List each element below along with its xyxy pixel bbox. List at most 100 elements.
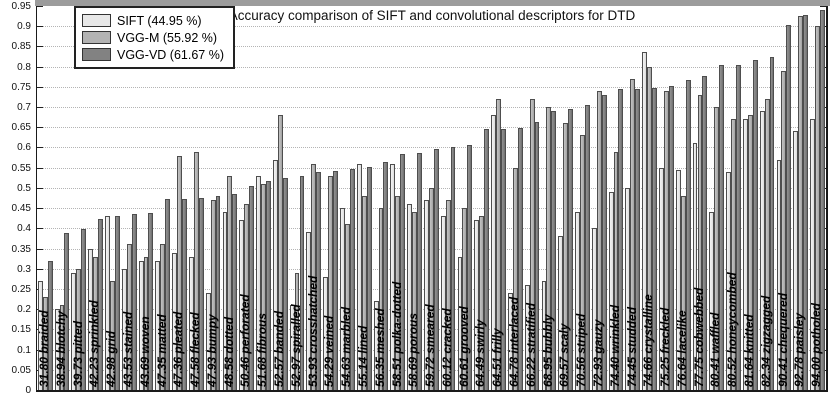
bar-vgg-vd-sprinkled: [98, 219, 103, 390]
y-tick-label: 0.95: [11, 0, 31, 12]
x-tick-label: 54.29 veined: [322, 315, 337, 387]
x-tick-label: 43.53 stained: [120, 311, 135, 387]
x-tick-label: 55.14 lined: [355, 325, 370, 387]
y-tick-mark: [37, 127, 43, 129]
y-tick-label: 0.05: [11, 364, 31, 376]
bar-sift-polka-dotted: [390, 163, 396, 390]
y-tick-label: 0.85: [11, 41, 31, 53]
bar-sift-knitted: [742, 119, 748, 390]
bar-sift-grid: [105, 216, 110, 390]
x-tick-label: 90.41 chequered: [775, 292, 790, 387]
bar-sift-potholed: [810, 119, 815, 390]
bar-vgg-vd-pleated: [181, 198, 187, 390]
bar-vgg-vd-meshed: [383, 162, 389, 390]
y-tick-label: 0.6: [17, 142, 31, 154]
bar-sift-grooved: [457, 256, 463, 390]
x-tick-label: 52.57 banded: [272, 310, 287, 387]
x-tick-label: 64.49 swirly: [473, 319, 488, 387]
gridline: [37, 107, 826, 109]
bar-vgg-vd-stained: [131, 214, 137, 390]
bar-vgg-m-veined: [328, 175, 334, 390]
bar-vgg-vd-crosshatched: [316, 172, 322, 390]
bar-vgg-vd-polka-dotted: [400, 153, 406, 390]
bar-vgg-vd-studded: [635, 89, 641, 390]
bar-sift-striped: [575, 212, 580, 390]
bar-sift-pitted: [71, 272, 77, 390]
y-tick-mark: [37, 248, 43, 250]
bar-vgg-vd-grooved: [467, 145, 473, 390]
y-tick-label: 0.35: [11, 243, 31, 255]
y-tick-label: 0: [25, 385, 31, 396]
bar-vgg-m-wrinkled: [613, 151, 619, 390]
x-tick-label: 48.58 dotted: [221, 316, 236, 387]
plot-area: 31.80 braided 38.94 blotchy 39.73 pitted 42…: [36, 6, 828, 392]
x-tick-label: 58.51 polka-dotted: [389, 281, 404, 387]
bar-sift-woven: [138, 260, 144, 390]
y-tick-label: 0.65: [11, 122, 31, 134]
x-tick-label: 77.75 cobwebbed: [691, 287, 706, 387]
y-tick-label: 0.9: [17, 21, 31, 33]
bar-vgg-vd-stratified: [534, 122, 540, 390]
bar-sift-fibrous: [256, 175, 262, 390]
bar-vgg-m-polka-dotted: [395, 195, 401, 390]
bar-sift-lacelike: [675, 169, 681, 390]
bar-vgg-m-bumpy: [210, 200, 216, 390]
bar-sift-interlaced: [507, 293, 513, 390]
legend-label: VGG-VD (61.67 %): [117, 47, 224, 62]
bar-vgg-vd-braided: [47, 261, 53, 390]
y-tick-label: 0.45: [11, 203, 31, 215]
bar-sift-swirly: [474, 220, 480, 390]
gridline: [37, 66, 826, 68]
bar-vgg-m-braided: [42, 297, 48, 390]
bar-vgg-m-waffled: [714, 107, 720, 390]
bar-vgg-m-fibrous: [261, 183, 266, 390]
plot-top-border: [35, 0, 830, 6]
x-tick-label: 80.52 honeycombed: [725, 272, 740, 387]
x-tick-label: 47.36 pleated: [171, 311, 186, 387]
bar-vgg-m-zigzagged: [764, 98, 770, 390]
bar-vgg-vd-lacelike: [685, 80, 691, 390]
bar-sift-spiralled: [289, 305, 295, 390]
bar-sift-dotted: [222, 212, 228, 390]
gridline: [37, 147, 826, 149]
legend-item: VGG-M (55.92 %): [82, 29, 224, 46]
bar-sift-gauzy: [591, 228, 597, 390]
bar-sift-studded: [625, 187, 631, 390]
bar-vgg-m-paisley: [798, 16, 804, 390]
bar-vgg-m-lacelike: [680, 195, 686, 390]
bar-sift-honeycombed: [726, 171, 732, 390]
bar-vgg-vd-bubbly: [551, 111, 557, 390]
bar-vgg-m-grooved: [462, 208, 468, 390]
bar-vgg-vd-scaly: [568, 108, 573, 390]
x-tick-label: 54.63 marbled: [339, 306, 354, 387]
legend-item: SIFT (44.95 %): [82, 12, 224, 29]
bar-vgg-m-gauzy: [596, 90, 602, 390]
gridline: [37, 167, 826, 169]
bar-vgg-m-scaly: [563, 123, 569, 390]
x-tick-label: 56.35 meshed: [372, 308, 387, 387]
x-tick-label: 69.57 scaly: [557, 323, 572, 387]
bar-sift-chequered: [776, 159, 782, 390]
y-tick-mark: [37, 268, 43, 270]
bar-vgg-m-freckled: [663, 90, 669, 390]
bar-vgg-vd-swirly: [484, 129, 490, 390]
x-tick-label: 39.73 pitted: [70, 320, 85, 387]
x-tick-label: 81.64 knitted: [742, 314, 757, 387]
y-tick-label: 0.4: [17, 223, 31, 235]
x-tick-label: 74.66 crystalline: [641, 294, 656, 387]
gridline: [37, 46, 826, 48]
bar-sift-flecked: [188, 256, 194, 390]
x-tick-label: 47.35 matted: [154, 314, 169, 387]
legend-label: SIFT (44.95 %): [117, 13, 202, 28]
x-tick-label: 66.22 stratified: [523, 302, 538, 387]
bar-sift-sprinkled: [88, 248, 94, 390]
x-tick-label: 52.97 spiralled: [288, 304, 303, 387]
bar-vgg-m-bubbly: [546, 107, 552, 390]
bar-vgg-vd-cracked: [450, 147, 456, 390]
x-tick-label: 94.00 potholed: [809, 302, 824, 387]
bar-sift-stratified: [524, 284, 530, 390]
legend: SIFT (44.95 %) VGG-M (55.92 %) VGG-VD (61.…: [74, 6, 235, 69]
x-tick-label: 42.23 sprinkled: [87, 300, 102, 387]
y-tick-label: 0.2: [17, 304, 31, 316]
